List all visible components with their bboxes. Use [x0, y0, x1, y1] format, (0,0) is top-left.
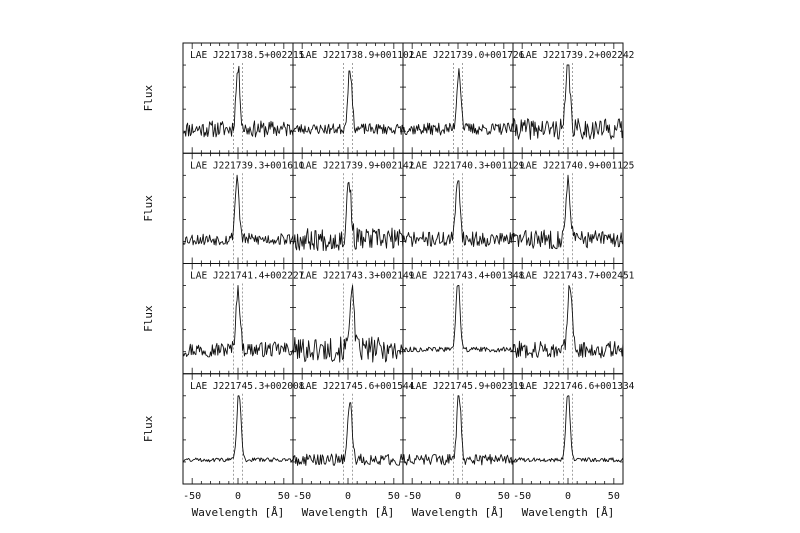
x-tick-label: -50	[183, 491, 201, 502]
x-axis-label: Wavelength [Å]	[192, 506, 285, 519]
spectrum-line	[512, 285, 624, 359]
spectrum-panel	[512, 373, 624, 485]
spectrum-panel	[292, 373, 404, 485]
spectrum-line	[512, 64, 624, 140]
panel-title: LAE J221746.6+001334	[520, 381, 635, 392]
x-tick-label: 50	[608, 491, 620, 502]
panel-title: LAE J221741.4+002227	[190, 271, 304, 282]
panel-title: LAE J221738.9+001102	[300, 50, 414, 61]
panel-title: LAE J221740.3+001129	[410, 160, 525, 171]
panel-title: LAE J221743.3+002149	[300, 271, 415, 282]
spectrum-line	[182, 395, 294, 463]
panel-title: LAE J221745.6+001544	[300, 381, 415, 392]
x-tick-label: 0	[455, 491, 461, 502]
spectrum-line	[402, 180, 514, 248]
spectrum-line	[182, 65, 294, 138]
panel-title: LAE J221740.9+001125	[520, 160, 634, 171]
spectrum-line	[402, 395, 514, 466]
x-tick-label: 0	[235, 491, 241, 502]
panel-title: LAE J221739.2+002242	[520, 50, 634, 61]
x-axis-label: Wavelength [Å]	[522, 506, 615, 519]
spectrum-line	[182, 174, 294, 246]
y-axis-label: Flux	[142, 85, 155, 112]
spectrum-line	[512, 174, 624, 250]
panel-title: LAE J221745.9+002319	[410, 381, 525, 392]
spectrum-line	[182, 285, 294, 358]
spectrum-line	[512, 395, 624, 463]
y-axis-label: Flux	[142, 305, 155, 332]
x-tick-label: -50	[293, 491, 311, 502]
labels-layer: LAE J221738.5+002215 Flux LAE J221738.9+00…	[142, 50, 635, 519]
x-tick-label: 50	[498, 491, 510, 502]
y-axis-label: Flux	[142, 415, 155, 442]
spectrum-panel	[402, 263, 514, 375]
panel-title: LAE J221743.7+002451	[520, 271, 635, 282]
spectrum-line	[292, 181, 404, 252]
spectrum-line	[292, 285, 404, 363]
panel-title: LAE J221739.3+001610	[190, 160, 305, 171]
x-tick-label: 0	[345, 491, 351, 502]
spectrum-line	[402, 68, 514, 136]
x-tick-label: 50	[388, 491, 400, 502]
x-tick-label: 50	[278, 491, 290, 502]
spectrum-line	[292, 70, 404, 135]
x-axis-label: Wavelength [Å]	[302, 506, 395, 519]
panel-title: LAE J221743.4+001348	[410, 271, 525, 282]
panel-title: LAE J221745.3+002008	[190, 381, 305, 392]
panels-layer	[182, 42, 624, 485]
x-tick-label: 0	[565, 491, 571, 502]
spectrum-line	[402, 285, 514, 353]
x-tick-label: -50	[513, 491, 531, 502]
x-axis-label: Wavelength [Å]	[412, 506, 505, 519]
panel-title: LAE J221739.0+001726	[410, 50, 525, 61]
x-tick-label: -50	[403, 491, 421, 502]
y-axis-label: Flux	[142, 195, 155, 222]
spectrum-line	[292, 402, 404, 466]
panel-title: LAE J221739.9+002142	[300, 160, 414, 171]
panel-title: LAE J221738.5+002215	[190, 50, 304, 61]
